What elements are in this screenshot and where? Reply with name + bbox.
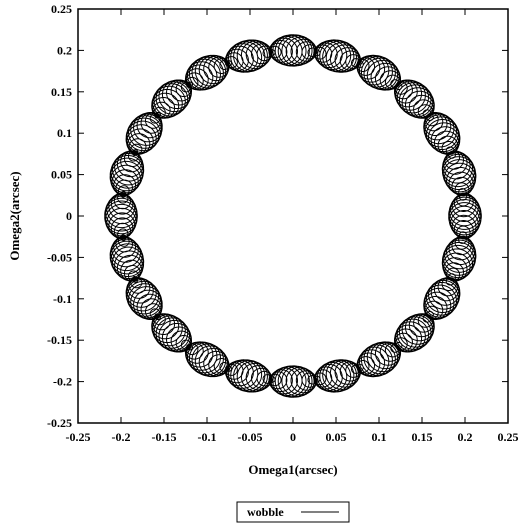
y-tick-label: -0.25 bbox=[47, 416, 72, 430]
legend: wobble bbox=[236, 501, 350, 523]
y-tick-label: 0.1 bbox=[57, 126, 72, 140]
x-tick-label: -0.2 bbox=[112, 430, 131, 444]
x-tick-labels: -0.25 -0.2 -0.15 -0.1 -0.05 0 0.05 0.1 0.15 0.2 0.… bbox=[66, 430, 519, 444]
y-tick-label: -0.2 bbox=[53, 375, 72, 389]
y-axis-title: Omega2(arcsec) bbox=[7, 171, 22, 260]
y-tick-label: -0.15 bbox=[47, 333, 72, 347]
x-tick-label: -0.15 bbox=[152, 430, 177, 444]
x-axis-title: Omega1(arcsec) bbox=[248, 462, 337, 477]
y-tick-label: 0 bbox=[66, 209, 72, 223]
x-tick-label: 0.1 bbox=[372, 430, 387, 444]
x-tick-label: -0.25 bbox=[66, 430, 91, 444]
y-tick-label: 0.2 bbox=[57, 43, 72, 57]
y-tick-label: 0.05 bbox=[51, 168, 72, 182]
y-tick-labels: 0.25 0.2 0.15 0.1 0.05 0 -0.05 -0.1 -0.15 -0.2 -0.… bbox=[47, 2, 72, 430]
x-tick-label: 0 bbox=[290, 430, 296, 444]
x-tick-label: -0.05 bbox=[238, 430, 263, 444]
y-tick-label: -0.05 bbox=[47, 250, 72, 264]
x-tick-label: 0.2 bbox=[458, 430, 473, 444]
x-tick-label: 0.05 bbox=[326, 430, 347, 444]
y-tick-label: 0.25 bbox=[51, 2, 72, 16]
x-tick-label: 0.15 bbox=[412, 430, 433, 444]
series-wobble-line bbox=[104, 34, 482, 398]
x-tick-label: -0.1 bbox=[198, 430, 217, 444]
legend-label: wobble bbox=[247, 505, 284, 519]
x-tick-label: 0.25 bbox=[498, 430, 519, 444]
plot-frame bbox=[77, 8, 509, 424]
ticks bbox=[77, 8, 509, 424]
y-tick-label: -0.1 bbox=[53, 292, 72, 306]
y-tick-label: 0.15 bbox=[51, 85, 72, 99]
legend-box bbox=[236, 501, 350, 523]
